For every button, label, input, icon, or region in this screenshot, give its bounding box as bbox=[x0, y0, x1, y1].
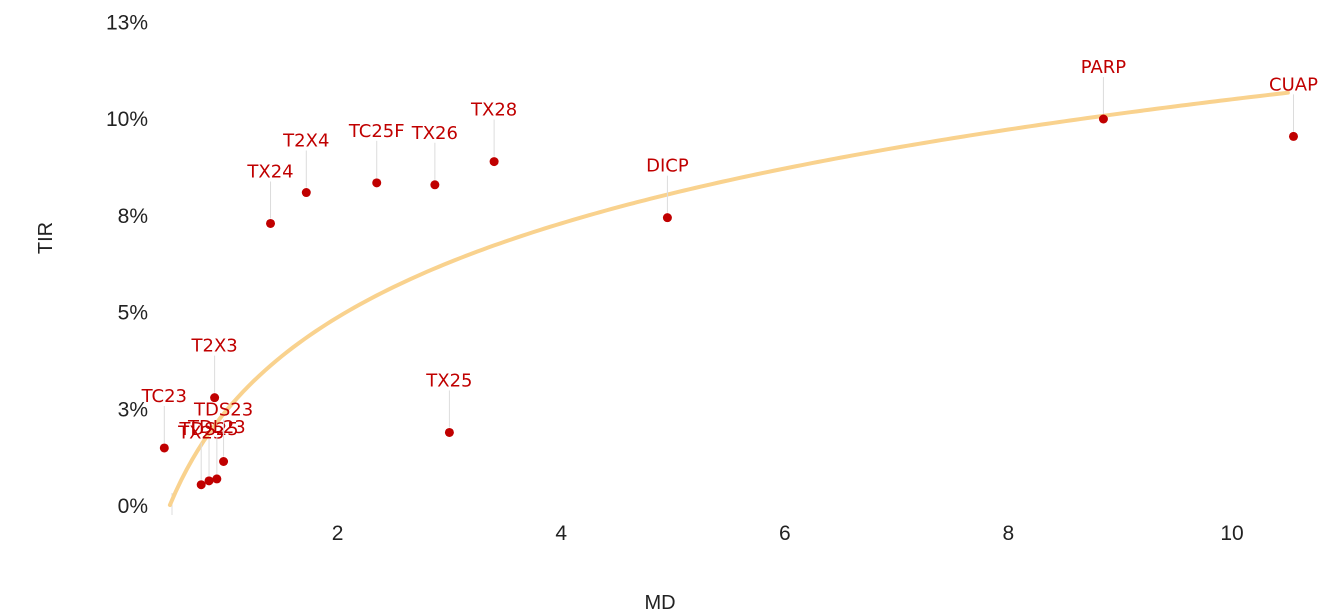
x-tick-label: 10 bbox=[1220, 522, 1243, 545]
point-label: TX26 bbox=[411, 123, 458, 144]
x-tick-label: 6 bbox=[779, 522, 791, 545]
point-label: DICP bbox=[646, 156, 689, 177]
data-point bbox=[159, 443, 169, 453]
data-point bbox=[301, 188, 311, 198]
x-tick-label: 8 bbox=[1003, 522, 1015, 545]
y-axis-ticks: 0% 3% 5% 8% 10% 13% bbox=[106, 11, 148, 518]
point-label: TC25F bbox=[348, 121, 405, 142]
y-tick-label: 0% bbox=[118, 495, 148, 518]
data-point bbox=[1288, 131, 1298, 141]
y-tick-label: 3% bbox=[118, 398, 148, 421]
data-point bbox=[196, 480, 206, 490]
data-point bbox=[444, 427, 454, 437]
y-tick-label: 13% bbox=[106, 11, 148, 34]
point-label: TDL23 bbox=[187, 417, 246, 438]
point-label: TDS23 bbox=[193, 399, 253, 420]
data-point bbox=[662, 213, 672, 223]
data-point bbox=[219, 456, 229, 466]
y-tick-label: 8% bbox=[118, 205, 148, 228]
x-tick-label: 2 bbox=[332, 522, 344, 545]
point-label: TX25 bbox=[425, 370, 472, 391]
data-point bbox=[489, 157, 499, 167]
point-label: PARP bbox=[1081, 57, 1127, 78]
point-label: T2X4 bbox=[282, 131, 329, 152]
point-label: TX24 bbox=[246, 161, 293, 182]
y-axis-title: TIR bbox=[35, 222, 57, 254]
x-axis-ticks: 2 4 6 8 10 bbox=[171, 493, 1244, 545]
data-point bbox=[212, 474, 222, 484]
point-label: TC23 bbox=[141, 386, 187, 407]
point-label: TX23 bbox=[177, 423, 224, 444]
y-tick-label: 5% bbox=[118, 302, 148, 325]
data-point bbox=[1098, 114, 1108, 124]
data-point bbox=[266, 218, 276, 228]
data-point bbox=[372, 178, 382, 188]
data-point bbox=[210, 393, 220, 403]
y-tick-label: 10% bbox=[106, 108, 148, 131]
trend-line bbox=[167, 90, 1290, 508]
data-point bbox=[430, 180, 440, 190]
data-point bbox=[204, 476, 214, 486]
point-label: TX28 bbox=[470, 100, 517, 121]
point-label: CUAP bbox=[1269, 74, 1318, 95]
point-label: T2X3 bbox=[191, 336, 238, 357]
x-axis-title: MD bbox=[644, 592, 675, 614]
x-tick-label: 4 bbox=[555, 522, 567, 545]
